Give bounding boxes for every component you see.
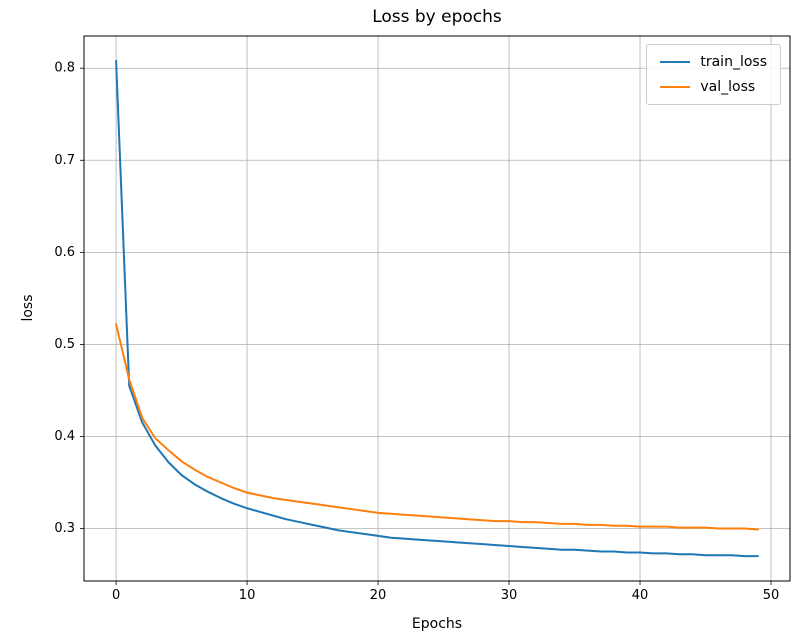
legend-item-val-loss: val_loss [660,79,767,95]
y-tick-label: 0.8 [54,61,75,76]
y-tick-label: 0.5 [54,337,75,352]
y-tick-label: 0.7 [54,153,75,168]
val_loss-line [115,323,759,531]
train-loss-line-swatch [660,61,691,63]
x-tick-label: 10 [239,588,256,603]
legend: train_loss val_loss [646,44,781,105]
y-tick-label: 0.4 [54,429,75,444]
x-tick-label: 30 [501,588,518,603]
train_loss-line [115,59,759,558]
x-tick-label: 40 [632,588,649,603]
legend-item-train-loss: train_loss [660,54,767,70]
val-loss-line-swatch [660,86,691,88]
y-tick-label: 0.6 [54,245,75,260]
legend-label-val-loss: val_loss [700,79,756,95]
legend-label-train-loss: train_loss [700,54,767,70]
x-axis-label: Epochs [411,616,463,632]
y-tick-label: 0.3 [54,521,75,536]
x-tick-label: 0 [112,588,120,603]
axes-border [83,35,791,582]
x-tick-label: 20 [370,588,387,603]
x-tick-label: 50 [763,588,780,603]
chart-title: Loss by epochs [372,7,502,27]
